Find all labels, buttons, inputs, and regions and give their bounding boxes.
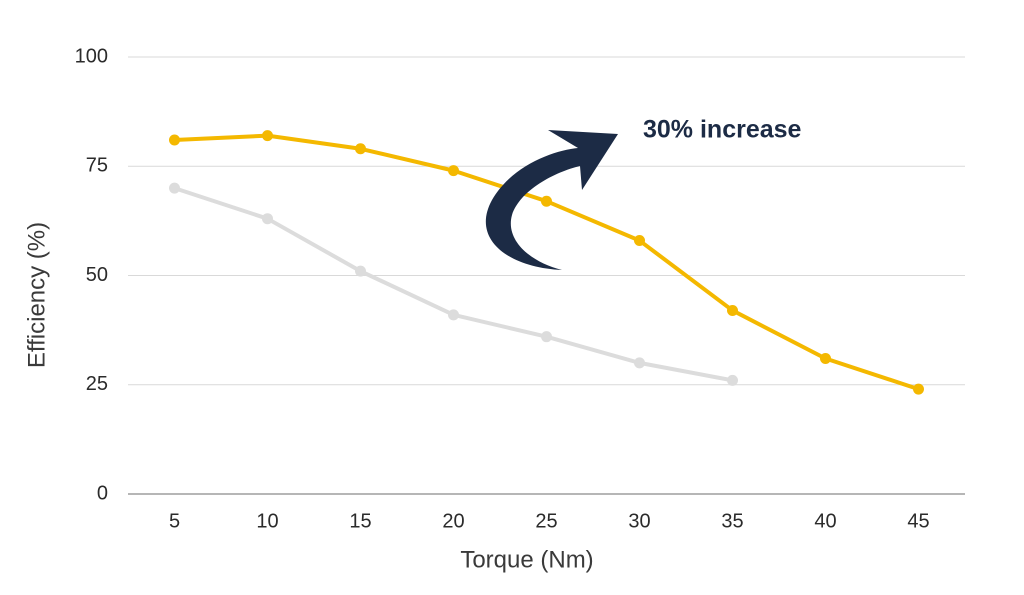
y-tick-label: 75 bbox=[86, 155, 108, 177]
data-point bbox=[634, 357, 645, 369]
annotation: 30% increase bbox=[643, 116, 802, 144]
data-point bbox=[262, 130, 273, 142]
data-point bbox=[448, 165, 459, 177]
x-tick-label: 10 bbox=[256, 510, 278, 532]
y-tick-label: 0 bbox=[97, 482, 108, 504]
data-point bbox=[262, 213, 273, 225]
data-point bbox=[634, 235, 645, 247]
x-tick-label: 25 bbox=[535, 510, 557, 532]
annotation-arrow bbox=[485, 130, 618, 270]
x-tick-label: 30 bbox=[628, 510, 650, 532]
data-point bbox=[169, 134, 180, 146]
data-point bbox=[448, 309, 459, 321]
x-axis-label: Torque (Nm) bbox=[460, 546, 593, 573]
data-point bbox=[355, 143, 366, 155]
x-tick-label: 5 bbox=[169, 510, 180, 532]
data-point bbox=[169, 182, 180, 194]
x-tick-label: 35 bbox=[721, 510, 743, 532]
x-tick-label: 15 bbox=[349, 510, 371, 532]
y-tick-label: 100 bbox=[75, 45, 108, 67]
data-point bbox=[355, 265, 366, 277]
data-point bbox=[727, 304, 738, 316]
x-tick-label: 45 bbox=[907, 510, 929, 532]
y-axis-label: Efficiency (%) bbox=[23, 222, 50, 368]
data-point bbox=[820, 353, 831, 365]
data-point bbox=[913, 383, 924, 395]
y-tick-label: 25 bbox=[86, 373, 108, 395]
series-line bbox=[173, 186, 733, 383]
data-point bbox=[541, 331, 552, 343]
x-tick-label: 20 bbox=[442, 510, 464, 532]
data-point bbox=[727, 374, 738, 386]
data-point bbox=[541, 195, 552, 207]
x-tick-label: 40 bbox=[814, 510, 836, 532]
y-tick-label: 50 bbox=[86, 264, 108, 286]
